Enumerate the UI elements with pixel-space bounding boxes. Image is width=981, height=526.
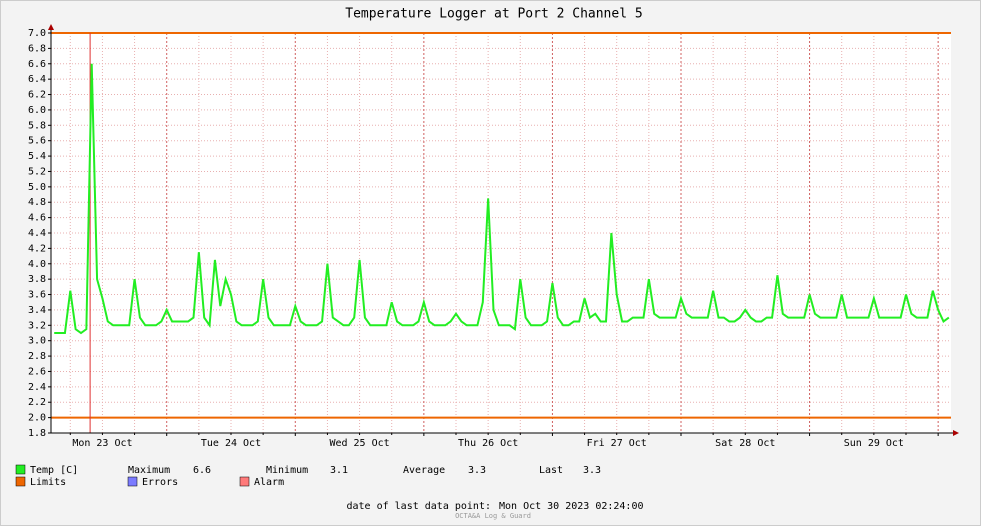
stat-label: Average bbox=[403, 465, 445, 476]
temp-line bbox=[54, 63, 950, 335]
y-tick-label: 2.2 bbox=[28, 397, 46, 408]
x-tick-label: Fri 27 Oct bbox=[587, 438, 647, 449]
legend-label: Errors bbox=[142, 477, 178, 488]
stat-value: 3.3 bbox=[468, 465, 486, 476]
y-tick-label: 6.0 bbox=[28, 105, 46, 116]
y-tick-label: 3.2 bbox=[28, 320, 46, 331]
y-tick-label: 6.8 bbox=[28, 43, 46, 54]
x-axis-arrow bbox=[953, 430, 959, 436]
y-tick-label: 5.4 bbox=[28, 151, 46, 162]
x-tick-label: Mon 23 Oct bbox=[72, 438, 132, 449]
y-tick-label: 3.6 bbox=[28, 290, 46, 301]
stat-label: Last bbox=[539, 465, 563, 476]
y-tick-label: 6.2 bbox=[28, 90, 46, 101]
x-tick-label: Sat 28 Oct bbox=[715, 438, 775, 449]
legend-label: Limits bbox=[30, 477, 66, 488]
legend-swatch bbox=[239, 476, 250, 487]
y-tick-label: 3.4 bbox=[28, 305, 46, 316]
legend-swatch bbox=[127, 476, 138, 487]
stat-label: Maximum bbox=[128, 465, 170, 476]
y-tick-label: 2.4 bbox=[28, 382, 46, 393]
legend-swatch bbox=[15, 464, 26, 475]
y-tick-label: 7.0 bbox=[28, 28, 46, 39]
y-axis-arrow bbox=[48, 24, 54, 30]
y-tick-label: 3.8 bbox=[28, 274, 46, 285]
y-tick-label: 5.2 bbox=[28, 166, 46, 177]
y-tick-label: 5.6 bbox=[28, 136, 46, 147]
y-tick-label: 4.0 bbox=[28, 259, 46, 270]
footer-label: date of last data point: bbox=[347, 501, 492, 512]
x-tick-label: Thu 26 Oct bbox=[458, 438, 518, 449]
y-tick-label: 4.2 bbox=[28, 243, 46, 254]
y-tick-label: 2.8 bbox=[28, 351, 46, 362]
y-tick-label: 5.0 bbox=[28, 182, 46, 193]
footer-value: Mon Oct 30 2023 02:24:00 bbox=[499, 501, 644, 512]
y-tick-label: 6.6 bbox=[28, 59, 46, 70]
legend-label: Temp [C] bbox=[30, 465, 78, 476]
y-tick-label: 4.8 bbox=[28, 197, 46, 208]
x-tick-label: Tue 24 Oct bbox=[201, 438, 261, 449]
marks bbox=[51, 32, 951, 433]
y-tick-label: 3.0 bbox=[28, 336, 46, 347]
x-tick-label: Sun 29 Oct bbox=[844, 438, 904, 449]
stat-value: 6.6 bbox=[193, 465, 211, 476]
chart-title: Temperature Logger at Port 2 Channel 5 bbox=[345, 7, 642, 22]
y-tick-label: 1.8 bbox=[28, 428, 46, 439]
watermark: OCTA&A Log & Guard bbox=[455, 512, 531, 520]
legend-swatch bbox=[15, 476, 26, 487]
y-tick-label: 4.4 bbox=[28, 228, 46, 239]
y-tick-label: 2.6 bbox=[28, 366, 46, 377]
y-tick-label: 5.8 bbox=[28, 120, 46, 131]
y-tick-label: 6.4 bbox=[28, 74, 46, 85]
x-tick-label: Wed 25 Oct bbox=[329, 438, 389, 449]
stat-value: 3.3 bbox=[583, 465, 601, 476]
legend: Temp [C] Maximum 6.6 Minimum 3.1 Average 3.3 La… bbox=[15, 464, 601, 488]
y-tick-label: 2.0 bbox=[28, 413, 46, 424]
stat-label: Minimum bbox=[266, 465, 308, 476]
stat-value: 3.1 bbox=[330, 465, 348, 476]
y-tick-label: 4.6 bbox=[28, 213, 46, 224]
grid: 1.8 2.0 2.2 2.4 2.6 2.8 3.0 3.2 3.4 3.6 3.8 4.0 4.2 4… bbox=[28, 28, 951, 449]
legend-label: Alarm bbox=[254, 477, 284, 488]
